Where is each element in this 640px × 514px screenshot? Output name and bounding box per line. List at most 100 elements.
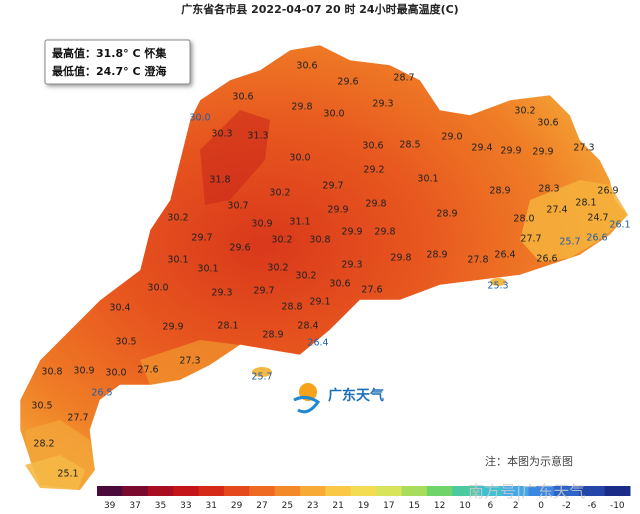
station-value: 29.4 [471, 143, 492, 154]
legend-swatch [452, 486, 479, 496]
legend-swatch [97, 486, 123, 496]
station-value: 30.2 [167, 213, 188, 224]
station-value: 28.3 [538, 184, 559, 195]
station-value: 30.0 [105, 368, 126, 379]
station-value: 29.9 [327, 205, 348, 216]
legend-label: 6 [488, 501, 494, 511]
legend-label: 19 [358, 501, 370, 511]
info-box [44, 39, 191, 85]
station-value: 29.3 [211, 288, 232, 299]
station-value: 28.9 [436, 209, 457, 220]
legend-label: 33 [180, 501, 191, 511]
station-value: 28.1 [575, 198, 596, 209]
station-value: 30.2 [514, 106, 535, 117]
station-value: 29.9 [341, 227, 362, 238]
station-value: 30.1 [197, 264, 218, 275]
legend-label: 15 [409, 501, 420, 511]
station-value: 31.8 [209, 175, 230, 186]
legend-swatch [553, 486, 580, 496]
legend-label: -10 [610, 501, 625, 511]
station-value: 26.6 [536, 254, 557, 265]
station-value: 30.2 [267, 263, 288, 274]
legend-swatch [503, 486, 529, 496]
legend-label: 39 [104, 501, 116, 511]
legend-label: 25 [282, 501, 293, 511]
station-value: 28.5 [399, 140, 420, 151]
station-value: 30.0 [189, 113, 210, 124]
station-value: 28.8 [281, 302, 302, 313]
mild-zone [25, 455, 85, 490]
station-value: 29.3 [341, 260, 362, 271]
station-value: 30.5 [115, 337, 136, 348]
station-value: 31.3 [247, 131, 268, 142]
legend-label: 37 [129, 501, 140, 511]
station-value: 29.8 [374, 227, 395, 238]
legend-swatch [579, 486, 606, 496]
station-value: 30.6 [232, 92, 253, 103]
station-value: 30.6 [537, 118, 558, 129]
island [252, 367, 272, 377]
station-value: 30.2 [271, 235, 292, 246]
station-value: 30.6 [296, 61, 317, 72]
station-value: 30.1 [417, 174, 438, 185]
logo-text: 广东天气 [328, 387, 384, 404]
station-value: 29.7 [253, 286, 274, 297]
note: 注：本图为示意图 [485, 454, 573, 468]
station-value: 29.0 [441, 132, 462, 143]
legend-swatch [477, 486, 504, 496]
station-value: 26.6 [586, 233, 607, 244]
station-value: 30.8 [309, 235, 330, 246]
station-value: 30.5 [31, 401, 52, 412]
station-value: 24.7 [587, 213, 608, 224]
legend-swatch [147, 486, 174, 496]
station-value: 29.9 [532, 147, 553, 158]
station-value: 29.7 [191, 233, 212, 244]
min-value: 最低值：24.7° C 澄海 [52, 64, 166, 78]
station-value: 28.1 [217, 321, 238, 332]
station-value: 27.3 [573, 143, 594, 154]
legend-swatch [426, 486, 453, 496]
station-value: 30.0 [289, 153, 310, 164]
legend-label: 17 [383, 501, 394, 511]
station-value: 29.2 [363, 165, 384, 176]
legend-label: 2 [513, 501, 519, 511]
station-value: 25.7 [251, 372, 272, 383]
legend-swatch [173, 486, 200, 496]
station-value: 30.4 [109, 303, 130, 314]
legend-label: -6 [587, 501, 596, 511]
station-value: 25.1 [57, 469, 78, 480]
station-value: 27.3 [179, 356, 200, 367]
station-value: 30.8 [41, 367, 62, 378]
station-value: 29.9 [162, 322, 183, 333]
warm-zone [200, 110, 270, 205]
legend-swatch [325, 486, 352, 496]
station-labels: 30.629.6 28.730.629.330.230.029.830.030.3… [31, 61, 630, 480]
station-value: 26.1 [609, 220, 630, 231]
station-value: 26.4 [494, 250, 515, 261]
station-value: 28.9 [489, 186, 510, 197]
legend-swatch [122, 486, 149, 496]
legend-swatch [274, 486, 301, 496]
station-value: 30.9 [73, 366, 94, 377]
station-value: 29.8 [390, 253, 411, 264]
station-value: 30.6 [329, 279, 350, 290]
legend-label: -2 [562, 501, 571, 511]
station-value: 27.7 [520, 234, 541, 245]
legend-label: 31 [205, 501, 216, 511]
station-value: 29.6 [337, 77, 358, 88]
station-value: 30.2 [269, 188, 290, 199]
station-value: 29.6 [229, 243, 250, 254]
station-value: 29.8 [365, 199, 386, 210]
station-value: 28.0 [513, 214, 534, 225]
station-value: 26.9 [597, 186, 618, 197]
legend-label: 0 [538, 501, 544, 511]
station-value: 27.6 [361, 285, 382, 296]
legend-swatch [198, 486, 225, 496]
legend-swatch [528, 486, 555, 496]
station-value: 27.6 [137, 365, 158, 376]
station-value: 25.3 [487, 281, 508, 292]
legend-swatch [401, 486, 428, 496]
station-value: 26.5 [91, 388, 112, 399]
station-value: 29.1 [309, 297, 330, 308]
